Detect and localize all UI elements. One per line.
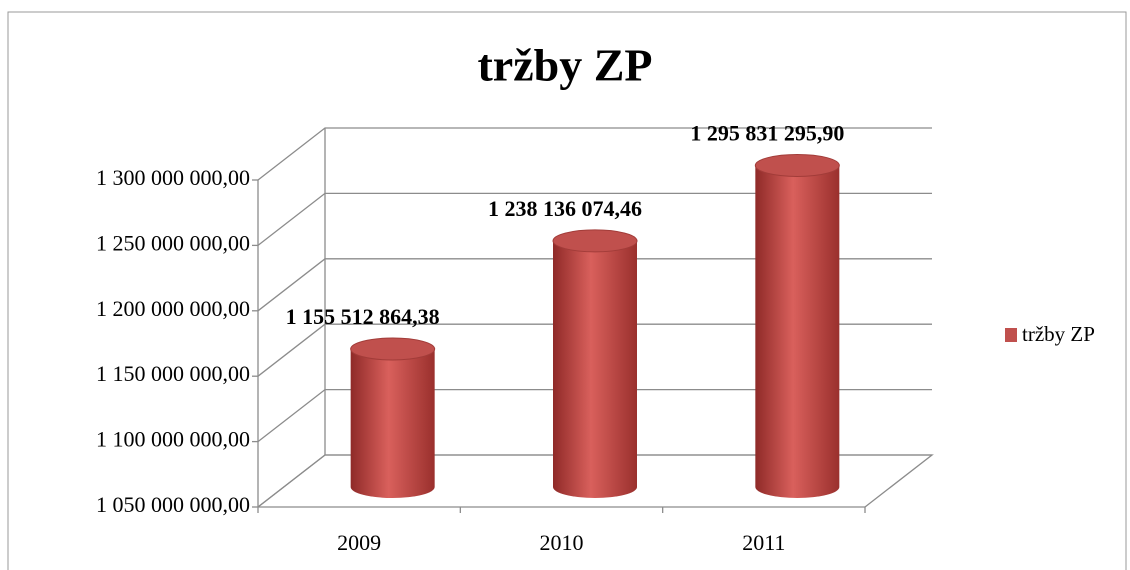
grid-line (257, 454, 932, 508)
grid-line (257, 323, 932, 377)
bar-top (350, 337, 436, 361)
chart-border (7, 11, 1127, 570)
y-tick-label: 1 100 000 000,00 (96, 427, 250, 452)
legend-swatch (1005, 328, 1017, 342)
bar (755, 165, 840, 498)
y-tick-label: 1 200 000 000,00 (96, 296, 250, 321)
legend-label: tržby ZP (1022, 322, 1095, 346)
data-label: 1 295 831 295,90 (690, 120, 844, 145)
data-label: 1 155 512 864,38 (286, 304, 440, 329)
x-tick-label: 2011 (742, 530, 785, 555)
bar-top (552, 229, 638, 253)
y-tick-label: 1 300 000 000,00 (96, 165, 250, 190)
grid-line (257, 258, 932, 312)
grid-line (257, 127, 932, 181)
y-tick-label: 1 150 000 000,00 (96, 361, 250, 386)
x-tick-label: 2009 (337, 530, 381, 555)
bar-top (754, 153, 840, 177)
y-tick-label: 1 050 000 000,00 (96, 492, 250, 517)
data-label: 1 238 136 074,46 (488, 196, 642, 221)
chart-title: tržby ZP (477, 40, 652, 91)
y-tick-label: 1 250 000 000,00 (96, 230, 250, 255)
grid-line (257, 388, 932, 443)
bar (553, 240, 637, 498)
bar (350, 348, 435, 498)
x-tick-label: 2010 (540, 530, 584, 555)
grid-line (257, 192, 932, 246)
